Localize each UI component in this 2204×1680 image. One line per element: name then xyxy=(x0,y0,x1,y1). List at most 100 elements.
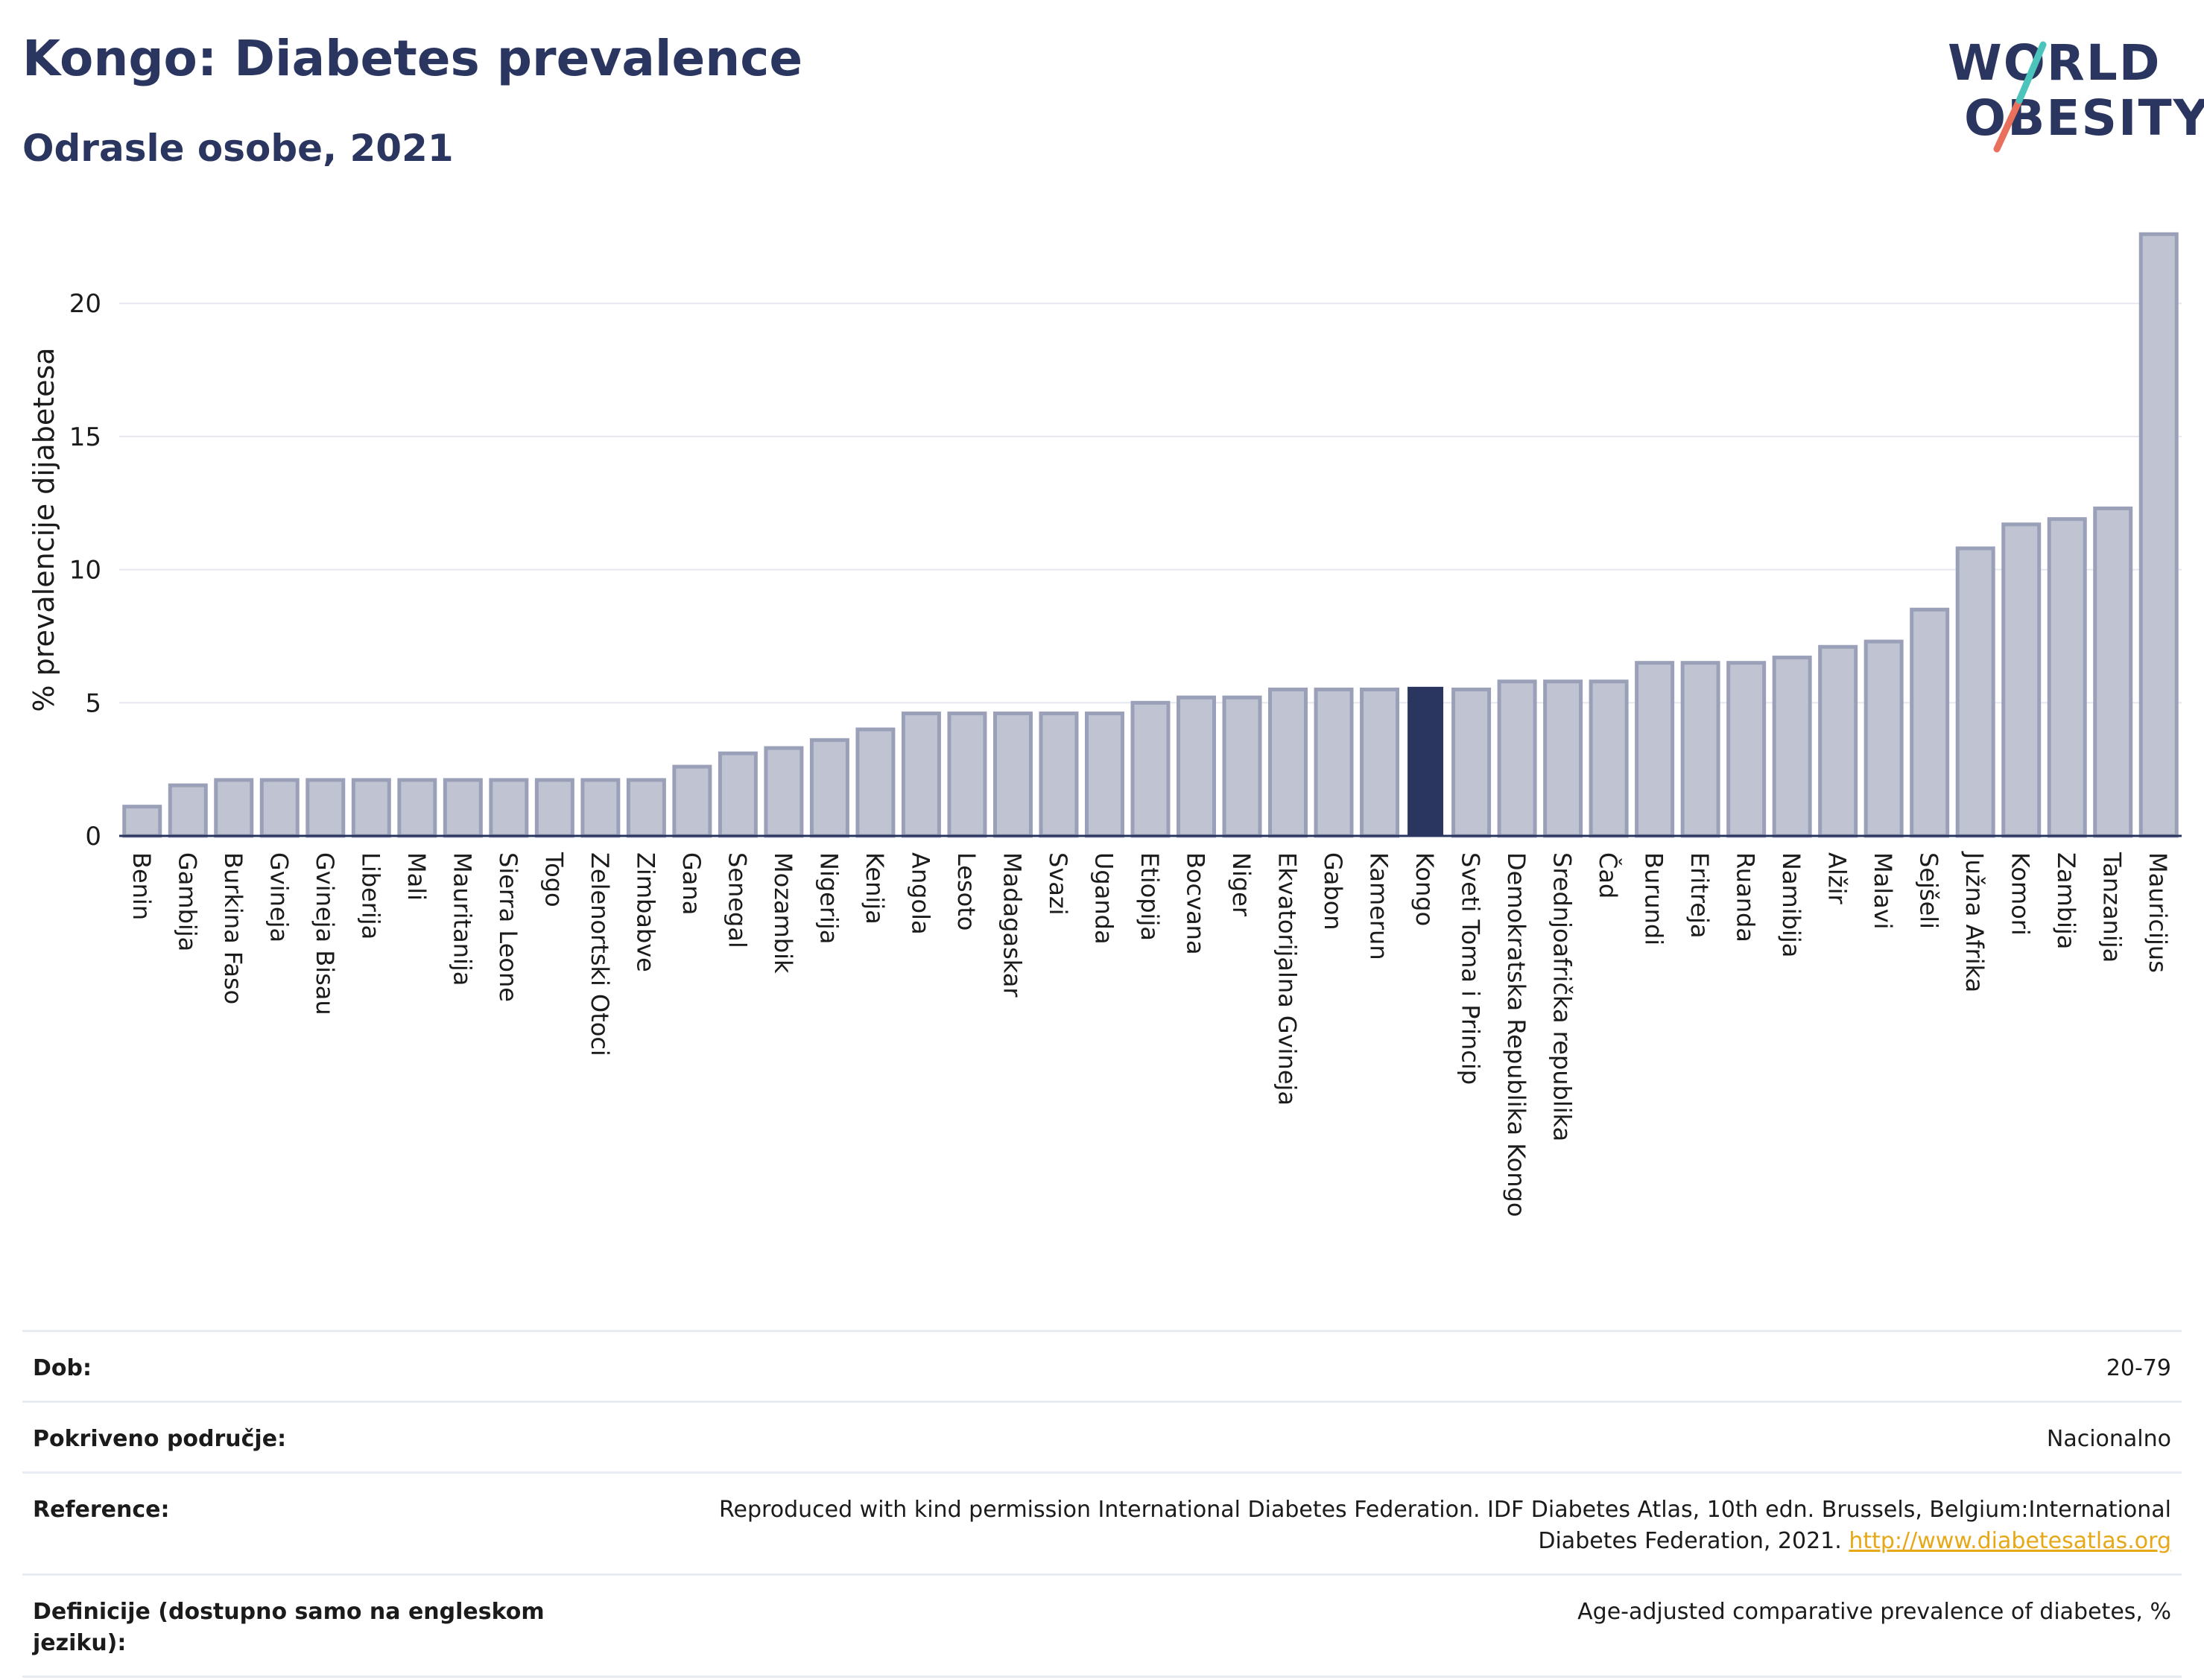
x-tick-label: Gvineja xyxy=(265,852,293,942)
x-tick-label: Senegal xyxy=(723,852,751,948)
x-tick-label: Gabon xyxy=(1319,852,1347,931)
bar xyxy=(1314,687,1354,838)
x-tick-label: Čad xyxy=(1594,852,1623,898)
x-tick-label: Gvineja Bisau xyxy=(311,852,339,1015)
x-tick-label: Niger xyxy=(1227,852,1255,917)
bar xyxy=(122,805,162,838)
x-tick-label: Benin xyxy=(127,852,156,920)
bar xyxy=(1084,711,1124,838)
y-tick-label: 15 xyxy=(69,422,101,452)
bar xyxy=(764,746,804,838)
bar xyxy=(947,711,987,838)
meta-row-coverage: Pokriveno područje: Nacionalno xyxy=(22,1401,2182,1471)
page-title: Kongo: Diabetes prevalence xyxy=(22,30,803,87)
world-obesity-logo[interactable]: WORLD OBESITY xyxy=(1937,22,2204,164)
bar xyxy=(1589,679,1629,838)
meta-value: Age-adjusted comparative prevalence of d… xyxy=(1577,1599,2171,1625)
bar xyxy=(2047,517,2087,838)
meta-label: Pokriveno područje: xyxy=(33,1426,287,1452)
bar xyxy=(1910,607,1950,838)
reference-link[interactable]: http://www.diabetesatlas.org xyxy=(1849,1528,2171,1554)
bar xyxy=(1360,687,1400,838)
reference-text: Reproduced with kind permission Internat… xyxy=(719,1497,2171,1554)
x-tick-label: Lesoto xyxy=(952,852,981,931)
bar xyxy=(1130,700,1171,838)
x-tick-label: Svazi xyxy=(1044,852,1072,916)
bar xyxy=(1039,711,1079,838)
x-tick-label: Etiopija xyxy=(1136,852,1164,941)
x-tick-label: Demokratska Republika Kongo xyxy=(1502,852,1530,1217)
x-tick-label: Liberija xyxy=(356,852,384,939)
bar xyxy=(1863,639,1904,838)
x-tick-label: Bocvana xyxy=(1182,852,1210,955)
x-tick-label: Kenija xyxy=(861,852,889,925)
x-tick-label: Angola xyxy=(906,852,934,935)
meta-label: Reference: xyxy=(33,1497,170,1523)
bar xyxy=(1222,695,1262,838)
x-tick-label: Burkina Faso xyxy=(219,852,247,1004)
x-tick-label: Ruanda xyxy=(1732,852,1760,942)
bar xyxy=(626,778,666,838)
x-tick-label: Kamerun xyxy=(1365,852,1393,960)
bar xyxy=(2138,232,2179,838)
bar xyxy=(443,778,483,838)
x-tick-label: Srednjoafrička republika xyxy=(1548,852,1577,1141)
bar xyxy=(351,778,391,838)
x-tick-label: Nigerija xyxy=(814,852,843,944)
bar xyxy=(214,778,254,838)
x-tick-label: Alžir xyxy=(1823,852,1852,904)
meta-label: Definicije (dostupno samo na engleskom j… xyxy=(33,1599,545,1656)
x-tick-label: Namibija xyxy=(1777,852,1805,957)
y-tick-label: 20 xyxy=(69,289,101,319)
bar xyxy=(397,778,437,838)
x-tick-label: Sejšeli xyxy=(1915,852,1943,929)
bar xyxy=(1177,695,1217,838)
bar xyxy=(1268,687,1308,838)
x-tick-label: Sveti Toma i Princip xyxy=(1457,852,1485,1085)
x-tick-label: Sierra Leone xyxy=(494,852,522,1002)
x-tick-label: Gana xyxy=(677,852,706,915)
x-tick-label: Uganda xyxy=(1089,852,1118,945)
y-tick-label: 10 xyxy=(69,556,101,586)
x-tick-label: Ekvatorijalna Gvineja xyxy=(1273,852,1302,1106)
y-tick-label: 0 xyxy=(85,822,101,852)
x-tick-label: Mali xyxy=(402,852,431,901)
bar xyxy=(809,738,849,838)
meta-label: Dob: xyxy=(33,1355,92,1381)
meta-value: Nacionalno xyxy=(2046,1426,2171,1452)
bar xyxy=(1726,661,1767,838)
x-tick-label: Komori xyxy=(2007,852,2035,936)
bar xyxy=(1955,546,1995,838)
x-tick-label: Madagaskar xyxy=(998,852,1026,998)
bar-chart: 0 5 10 15 20 % prevalencije dijabetesa Benin Ga… xyxy=(28,232,2182,1217)
meta-value: Reproduced with kind permission Internat… xyxy=(644,1494,2171,1557)
x-tick-label: Togo xyxy=(539,852,568,907)
bar xyxy=(259,778,300,838)
metadata-table: Dob: 20-79 Pokriveno područje: Nacionaln… xyxy=(22,1330,2182,1678)
x-tick-label: Zimbabve xyxy=(631,852,659,972)
bar xyxy=(1818,644,1858,838)
x-tick-label: Mozambik xyxy=(769,852,797,974)
bar-highlighted xyxy=(1407,686,1444,836)
page-subtitle: Odrasle osobe, 2021 xyxy=(22,127,454,170)
bar xyxy=(718,751,758,838)
meta-row-age: Dob: 20-79 xyxy=(22,1330,2182,1401)
bar xyxy=(1635,661,1675,838)
x-tick-label: Kongo xyxy=(1410,852,1439,926)
meta-row-definition: Definicije (dostupno samo na engleskom j… xyxy=(22,1573,2182,1678)
x-tick-label: Zambija xyxy=(2052,852,2080,949)
x-tick-label: Mauricijus xyxy=(2144,852,2172,973)
bar xyxy=(534,778,574,838)
x-tick-label: Burundi xyxy=(1640,852,1668,945)
meta-row-reference: Reference: Reproduced with kind permissi… xyxy=(22,1471,2182,1573)
bar xyxy=(1497,679,1537,838)
y-tick-label: 5 xyxy=(85,688,101,718)
logo-text-world: WORLD xyxy=(1948,34,2162,92)
meta-value: 20-79 xyxy=(2106,1355,2171,1381)
bar xyxy=(1451,687,1492,838)
bar xyxy=(672,764,712,838)
x-tick-label: Malavi xyxy=(1869,852,1897,930)
bar xyxy=(855,727,896,838)
x-tick-label: Mauritanija xyxy=(448,852,476,986)
bar xyxy=(1543,679,1583,838)
